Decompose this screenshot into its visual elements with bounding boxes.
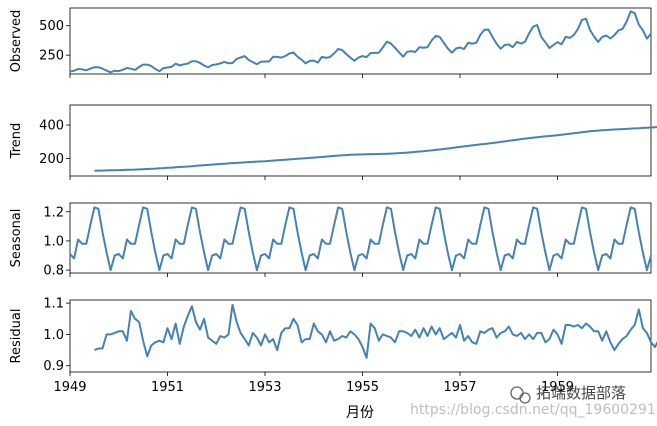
y-axis-label-observed: Observed [9,10,24,73]
y-tick-label: 400 [39,119,64,134]
panel-frame [69,299,652,373]
panel-seasonal: 0.8 1.0 1.2 Seasonal [9,202,652,279]
y-tick-label: 0.9 [43,359,64,374]
panel-frame [69,7,652,75]
x-tick-label: 1953 [248,380,281,395]
panel-residual: 0.9 1.0 1.1 Residual [9,297,657,376]
series-line-trend [94,126,657,172]
wechat-icon [510,386,531,404]
x-tick-label: 1959 [541,380,574,395]
x-tick-label: 1951 [151,380,184,395]
panel-trend: 200 400 Trend [9,104,657,180]
panels-group: 250 500 Observed 200 400 Trend 0.8 1.0 1.2 Season… [9,7,657,376]
panel-frame [69,202,652,274]
y-tick-label: 1.0 [43,328,64,343]
x-axis-label: 月份 [346,405,374,421]
x-tick-label: 1955 [346,380,379,395]
y-tick-label: 1.1 [43,297,64,312]
x-tick-label: 1957 [443,380,476,395]
y-axis-label-residual: Residual [9,309,24,364]
shared-x-axis: 1949 1951 1953 1955 1957 1959 [53,380,574,395]
series-line-residual [94,303,657,359]
y-tick-label: 1.2 [43,205,64,220]
y-tick-label: 500 [39,19,64,34]
y-tick-label: 0.8 [43,264,64,279]
panel-observed: 250 500 Observed [9,7,652,78]
panel-frame [69,104,652,177]
y-tick-label: 1.0 [43,234,64,249]
watermark-url: https://blog.csdn.net/qq_19600291 [410,402,656,418]
x-tick-label: 1949 [53,380,86,395]
series-line-seasonal [69,206,652,272]
y-tick-label: 250 [39,49,64,64]
watermark: 拓端数据部落 https://blog.csdn.net/qq_19600291 [410,384,656,418]
y-tick-label: 200 [39,152,64,167]
y-axis-label-trend: Trend [9,123,24,160]
y-axis-label-seasonal: Seasonal [9,209,24,268]
watermark-brand: 拓端数据部落 [536,384,626,402]
series-line-observed [69,10,652,74]
